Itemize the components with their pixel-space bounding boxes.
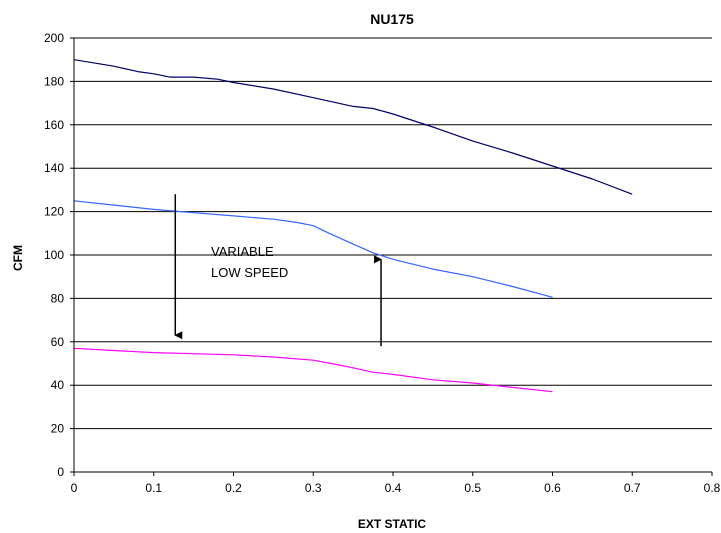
- x-tick-label-7: 0.7: [624, 481, 641, 495]
- y-axis-label: CFM: [11, 245, 25, 271]
- y-tick-label-1: 20: [51, 422, 65, 436]
- x-tick-label-0: 0: [71, 481, 78, 495]
- y-tick-label-8: 160: [44, 118, 64, 132]
- chart-title: NU175: [370, 11, 414, 27]
- y-tick-label-4: 80: [51, 291, 65, 305]
- axis-layer: 0 20 40 60 80 100 120 140 160 180 200 0 0.1 0.2 0.3 0.4…: [44, 31, 721, 495]
- y-tick-label-7: 140: [44, 161, 64, 175]
- y-tick-label-3: 60: [51, 335, 65, 349]
- grid-layer: [74, 37, 712, 430]
- series-line-3: [73, 347, 553, 393]
- y-tick-label-10: 200: [44, 31, 64, 45]
- y-tick-label-5: 100: [44, 248, 64, 262]
- x-tick-label-6: 0.6: [544, 481, 561, 495]
- x-tick-label-4: 0.4: [385, 481, 402, 495]
- x-axis-label: EXT STATIC: [358, 517, 427, 531]
- x-tick-label-2: 0.2: [225, 481, 242, 495]
- series-layer: [73, 59, 633, 393]
- y-tick-label-0: 0: [57, 465, 64, 479]
- y-tick-label-9: 180: [44, 74, 64, 88]
- x-tick-label-3: 0.3: [305, 481, 322, 495]
- y-tick-label-6: 120: [44, 205, 64, 219]
- range-annotation-line-2: LOW SPEED: [211, 265, 288, 280]
- series-line-1: [73, 59, 633, 195]
- x-tick-label-5: 0.5: [464, 481, 481, 495]
- y-tick-label-2: 40: [51, 378, 65, 392]
- annotation-layer: VARIABLE LOW SPEED RANGE: [174, 194, 383, 347]
- range-annotation-line-3: RANGE: [211, 286, 258, 301]
- x-tick-label-1: 0.1: [145, 481, 162, 495]
- range-annotation-line-1: VARIABLE: [211, 244, 274, 259]
- series-line-2: [73, 200, 553, 298]
- range-annotation: VARIABLE LOW SPEED RANGE: [211, 244, 288, 301]
- x-tick-label-8: 0.8: [704, 481, 721, 495]
